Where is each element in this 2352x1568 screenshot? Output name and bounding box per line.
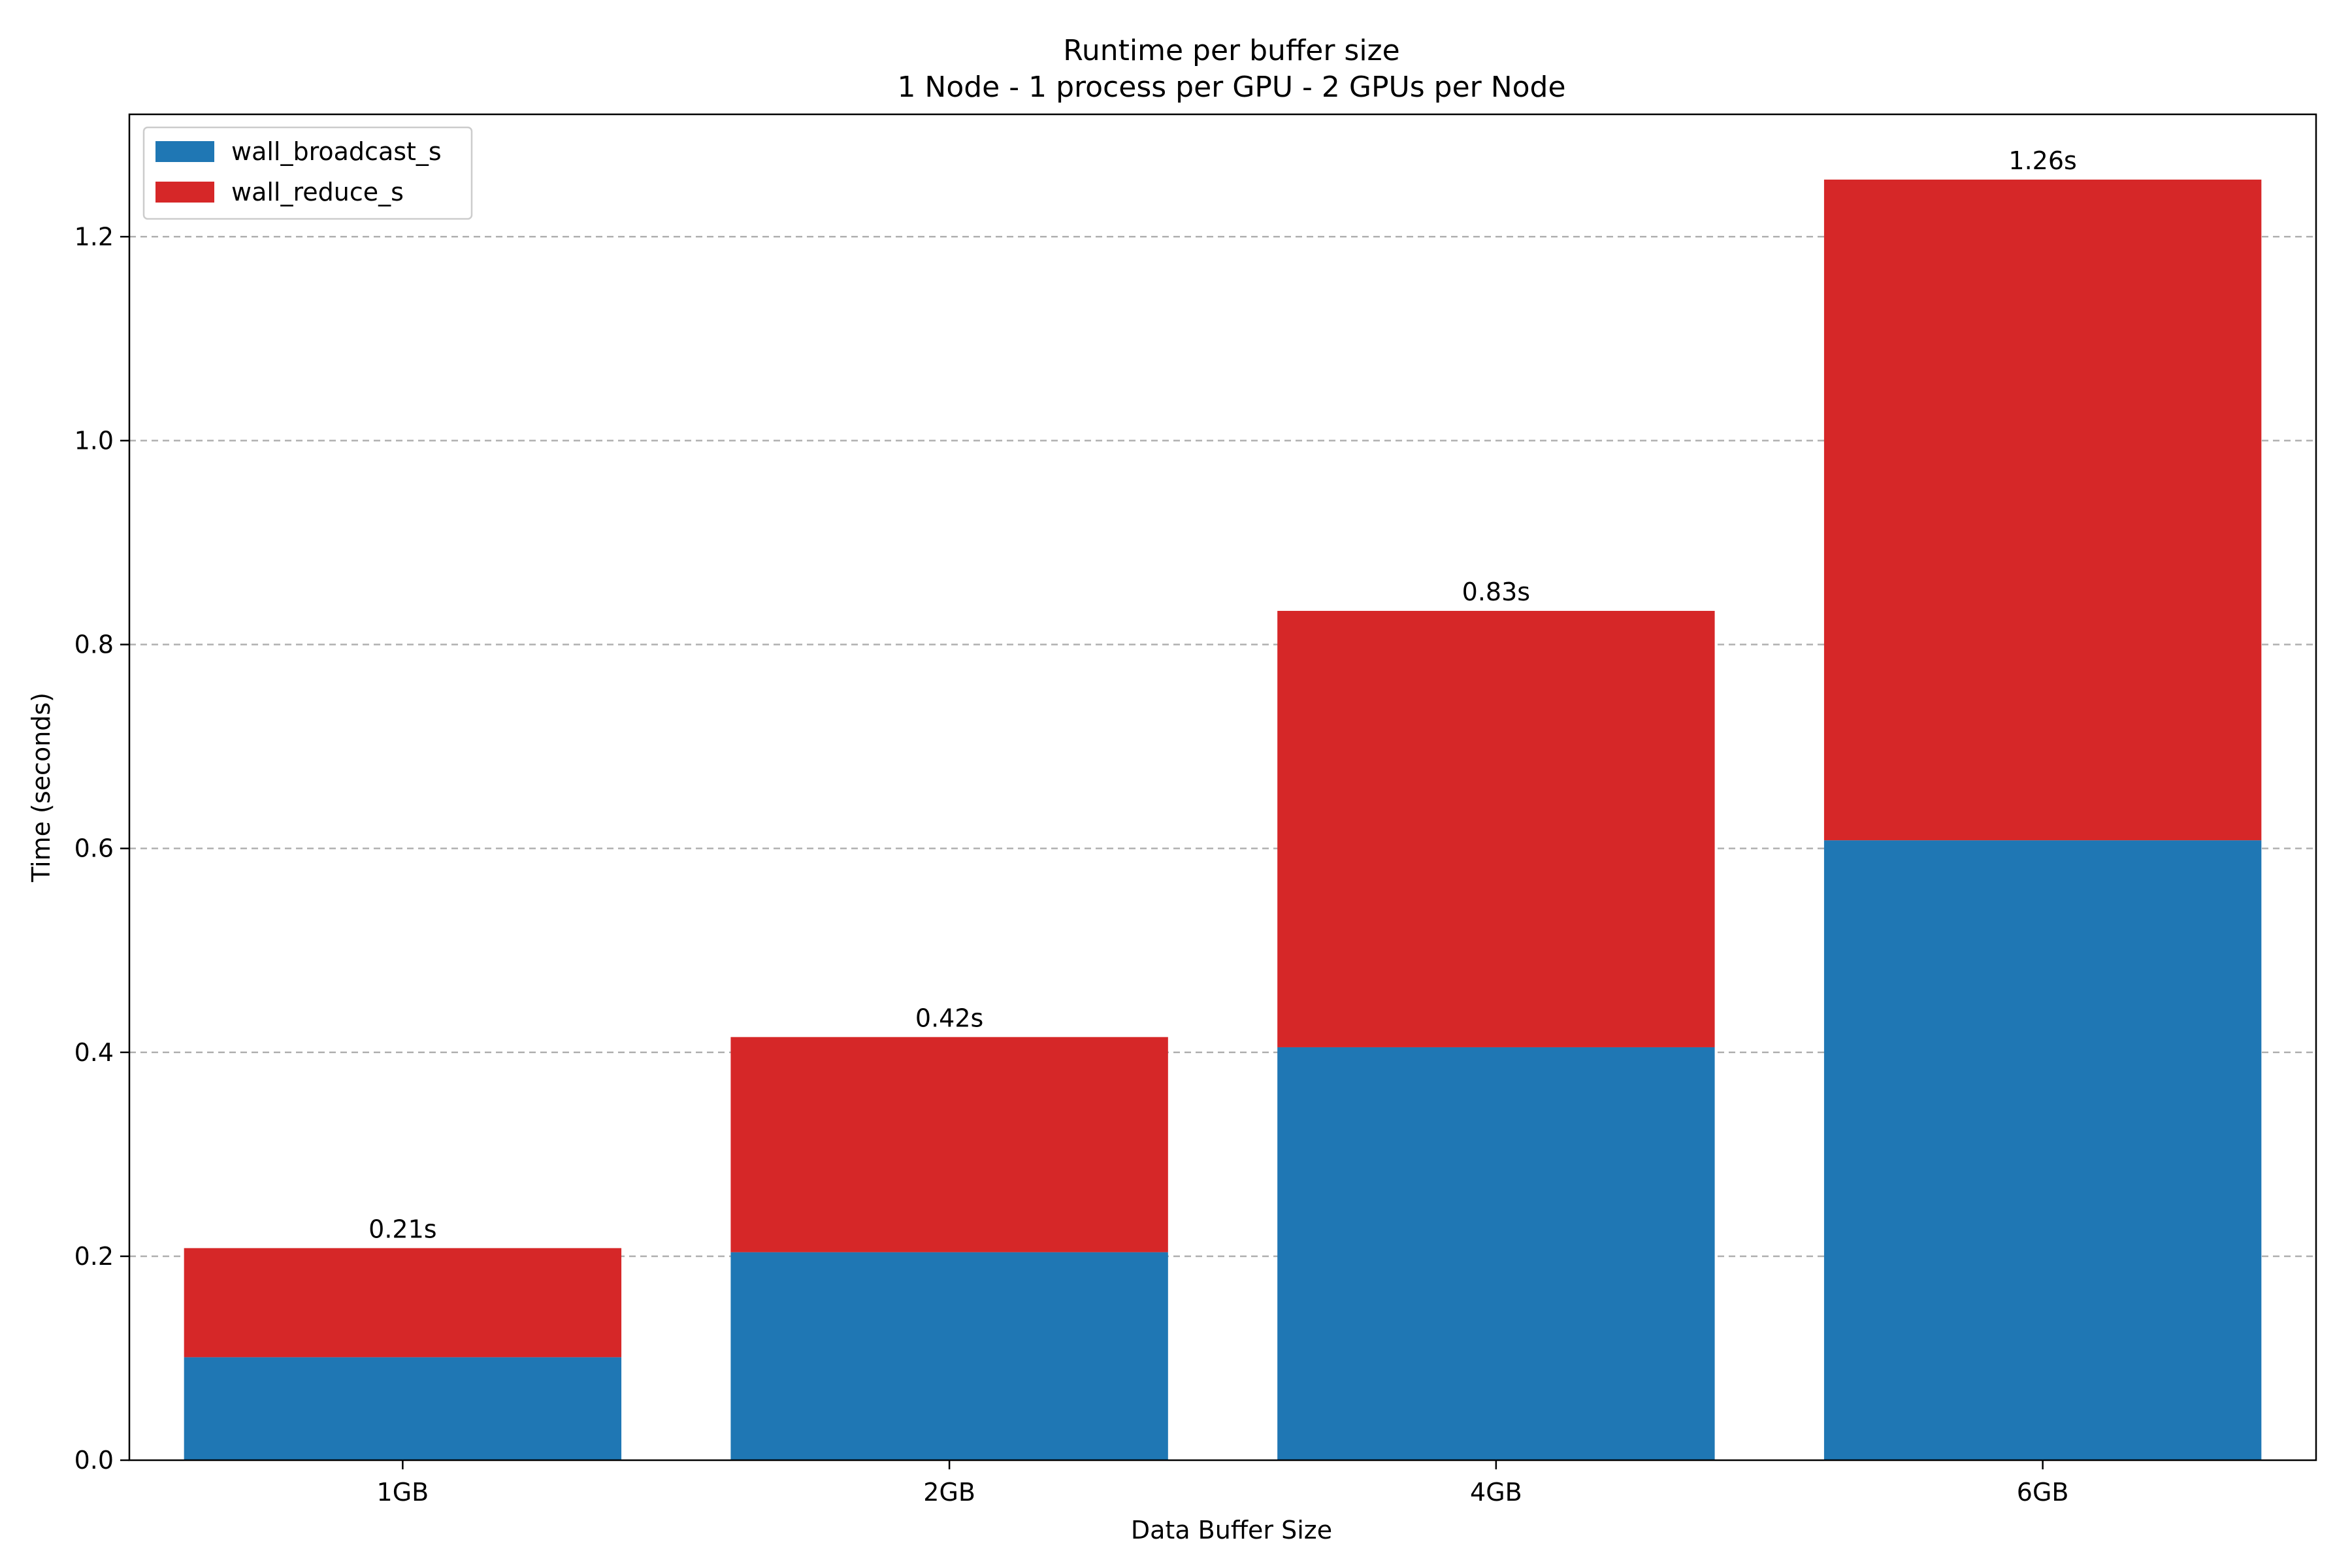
legend-swatch-reduce: [155, 182, 214, 203]
y-tick-label: 1.2: [74, 222, 114, 251]
bar-total-label: 0.21s: [368, 1215, 436, 1243]
bars-layer: [184, 179, 2262, 1460]
bar-total-label: 0.83s: [1462, 578, 1530, 606]
y-tick-label: 0.6: [74, 834, 114, 863]
bar-wall_broadcast_s-4GB: [1277, 1047, 1715, 1460]
bar-wall_reduce_s-2GB: [730, 1037, 1168, 1252]
legend: wall_broadcast_s wall_reduce_s: [142, 126, 473, 220]
bar-wall_broadcast_s-2GB: [730, 1252, 1168, 1460]
bar-wall_reduce_s-4GB: [1277, 611, 1715, 1047]
bar-wall_broadcast_s-1GB: [184, 1357, 622, 1460]
y-tick-label: 1.0: [74, 426, 114, 455]
y-axis-label: Time (seconds): [27, 693, 56, 883]
y-tick-label: 0.0: [74, 1446, 114, 1475]
legend-label-broadcast: wall_broadcast_s: [231, 137, 442, 166]
bar-total-label: 1.26s: [2008, 146, 2076, 175]
x-axis-label: Data Buffer Size: [1131, 1516, 1332, 1544]
x-ticks: 1GB 2GB 4GB 6GB: [377, 1460, 2069, 1507]
bar-wall_reduce_s-1GB: [184, 1248, 622, 1358]
x-tick-label: 6GB: [2017, 1478, 2069, 1507]
chart-title: Runtime per buffer size: [1063, 34, 1399, 67]
x-tick-label: 1GB: [377, 1478, 429, 1507]
y-tick-label: 0.4: [74, 1038, 114, 1067]
data-labels-layer: 0.21s 0.42s 0.83s 1.26s: [368, 146, 2077, 1244]
y-tick-label: 0.8: [74, 630, 114, 659]
x-tick-label: 4GB: [1470, 1478, 1522, 1507]
x-tick-label: 2GB: [923, 1478, 975, 1507]
bar-wall_broadcast_s-6GB: [1823, 840, 2262, 1460]
axes-layer: [128, 113, 2317, 1462]
bar-wall_reduce_s-6GB: [1823, 179, 2262, 841]
chart-subtitle: 1 Node - 1 process per GPU - 2 GPUs per …: [897, 71, 1565, 104]
legend-swatch-broadcast: [155, 141, 214, 162]
bar-total-label: 0.42s: [915, 1004, 983, 1032]
plot-frame: [128, 113, 2317, 1462]
legend-box: [142, 126, 473, 220]
y-ticks: 0.0 0.2 0.4 0.6 0.8 1.0 1.2: [74, 222, 129, 1475]
legend-label-reduce: wall_reduce_s: [231, 178, 404, 206]
y-tick-label: 0.2: [74, 1242, 114, 1271]
